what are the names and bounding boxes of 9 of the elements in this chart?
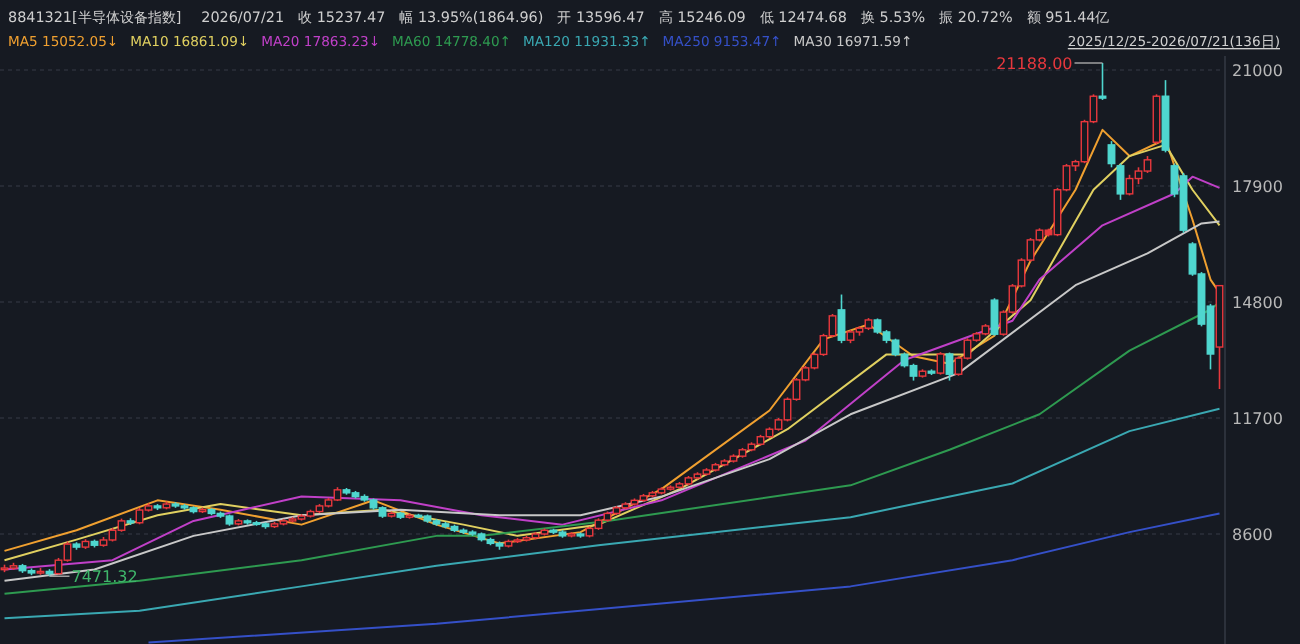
line-series — [3, 407, 1221, 620]
annotation: 21188.00 — [996, 55, 1073, 73]
y-tick-label: 11700 — [1232, 410, 1283, 428]
annotation: 7471.32 — [71, 568, 138, 587]
y-tick-label: 8600 — [1232, 526, 1273, 544]
y-tick-label: 17900 — [1232, 178, 1283, 197]
y-tick-label: 14800 — [1232, 294, 1283, 313]
y-tick-label: 21000 — [1232, 62, 1283, 81]
line-series — [147, 512, 1221, 644]
